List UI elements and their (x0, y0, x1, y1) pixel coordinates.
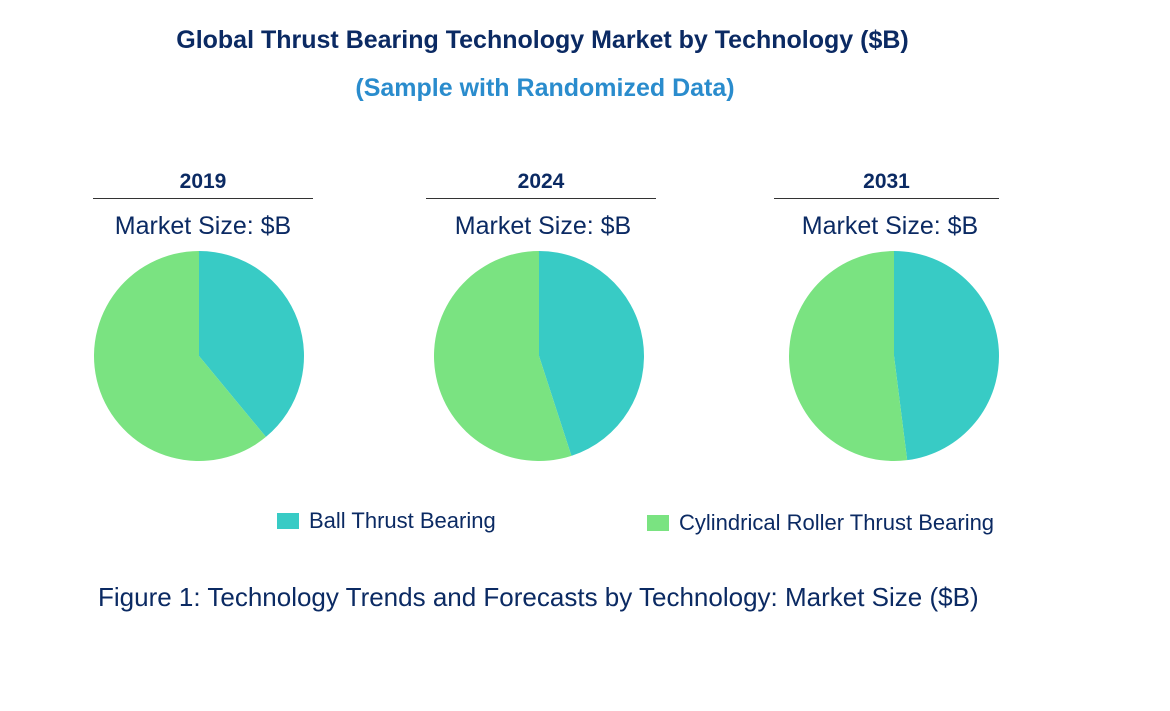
chart-subtitle: (Sample with Randomized Data) (355, 74, 735, 102)
legend-label-cylindrical-roller-thrust-bearing: Cylindrical Roller Thrust Bearing (679, 510, 995, 535)
legend-swatch-cylindrical-roller-thrust-bearing (647, 515, 669, 531)
legend-item-ball-thrust-bearing: Ball Thrust Bearing (277, 508, 496, 534)
pie-slice-2024-cylindrical-roller-thrust-bearing (433, 251, 572, 461)
pie-2019-divider (93, 198, 313, 199)
pie-chart-2019 (94, 251, 304, 461)
pie-slice-2024-ball-thrust-bearing (539, 251, 644, 456)
pie-2024-market-size-label: Market Size: $B (454, 212, 632, 240)
pie-2024-divider (426, 198, 656, 199)
pie-slice-2031-ball-thrust-bearing (894, 251, 1000, 461)
pie-2031-market-size-label: Market Size: $B (801, 212, 979, 240)
pie-chart-2024 (433, 251, 644, 461)
pie-2031-divider (774, 198, 999, 199)
pie-2024-year-label: 2024 (517, 170, 565, 193)
legend-label-ball-thrust-bearing: Ball Thrust Bearing (309, 508, 496, 533)
pie-chart-2031 (789, 251, 1000, 461)
legend-swatch-ball-thrust-bearing (277, 513, 299, 529)
pie-2019-market-size-label: Market Size: $B (114, 212, 292, 240)
chart-title: Global Thrust Bearing Technology Market … (176, 26, 909, 54)
pie-2019-year-label: 2019 (179, 170, 227, 193)
pie-slice-2019-ball-thrust-bearing (199, 251, 304, 437)
pie-slice-2031-cylindrical-roller-thrust-bearing (789, 251, 908, 461)
figure-caption: Figure 1: Technology Trends and Forecast… (98, 582, 979, 612)
pie-2031-year-label: 2031 (863, 170, 910, 193)
legend-item-cylindrical-roller-thrust-bearing: Cylindrical Roller Thrust Bearing (647, 510, 994, 536)
pie-slice-2019-cylindrical-roller-thrust-bearing (94, 251, 266, 461)
